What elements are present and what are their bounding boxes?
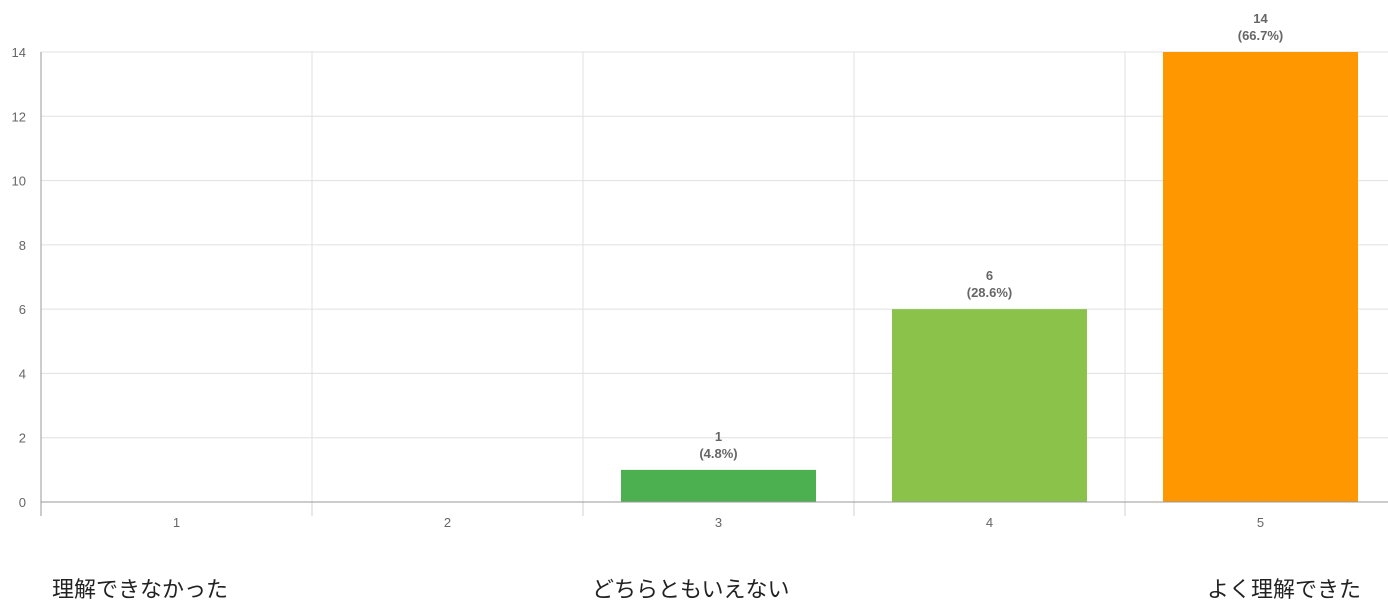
y-tick-label: 10 — [12, 174, 26, 189]
bar-4 — [892, 309, 1087, 502]
scale-label-mid: どちらともいえない — [592, 578, 790, 603]
x-tick-label: 4 — [986, 515, 993, 530]
x-tick-label: 3 — [715, 515, 722, 530]
x-tick-label: 1 — [173, 515, 180, 530]
bar-percent-label: (66.7%) — [1238, 28, 1284, 43]
y-tick-label: 0 — [19, 495, 26, 510]
x-tick-label: 5 — [1257, 515, 1264, 530]
y-tick-label: 6 — [19, 302, 26, 317]
bar-5 — [1163, 52, 1358, 502]
y-tick-label: 4 — [19, 366, 26, 381]
bar-3 — [621, 469, 816, 502]
x-tick-label: 2 — [444, 515, 451, 530]
bar-value-label: 6 — [986, 268, 993, 283]
scale-labels: 理解できなかった どちらともいえない よく理解できた — [0, 572, 1388, 603]
bar-value-label: 1 — [715, 429, 722, 444]
y-tick-label: 8 — [19, 238, 26, 253]
bars — [621, 52, 1358, 502]
bar-percent-label: (4.8%) — [699, 446, 737, 461]
data-labels: 1 (4.8%) 6 (28.6%) 14 (66.7%) — [699, 11, 1283, 461]
scale-label-high: よく理解できた — [1206, 578, 1361, 603]
y-tick-label: 2 — [19, 431, 26, 446]
bar-value-label: 14 — [1253, 11, 1268, 26]
scale-label-low: 理解できなかった — [52, 578, 229, 603]
y-tick-label: 12 — [12, 109, 26, 124]
gridlines — [41, 51, 1388, 502]
bar-percent-label: (28.6%) — [967, 285, 1013, 300]
y-tick-label: 14 — [12, 45, 26, 60]
